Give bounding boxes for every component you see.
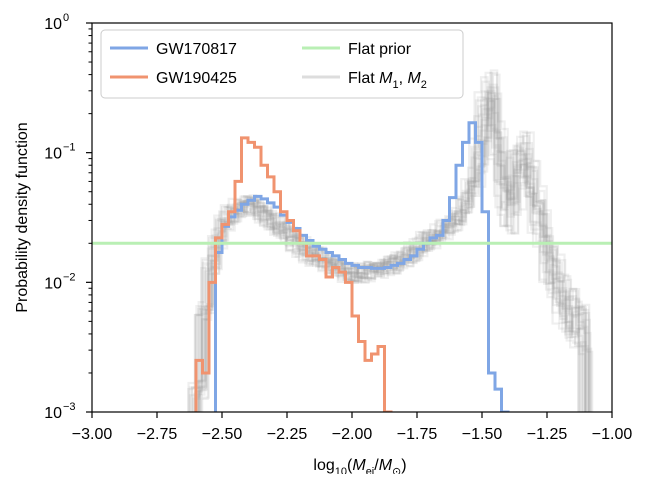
legend-label-gw190425: GW190425 — [156, 70, 237, 87]
band-line — [200, 97, 593, 412]
x-tick-label: −1.00 — [592, 426, 633, 443]
band-line — [194, 89, 587, 412]
band-line — [192, 71, 585, 412]
x-tick-label: −2.00 — [332, 426, 373, 443]
x-tick-label: −3.00 — [72, 426, 113, 443]
series-layer — [92, 121, 612, 412]
legend-label-flat-m1-m2: Flat M1, M2 — [348, 70, 427, 91]
band-line — [198, 97, 591, 412]
x-axis-label: log10(Mej/M⊙) — [313, 457, 406, 474]
band-line — [193, 86, 587, 412]
x-tick-label: −1.50 — [462, 426, 503, 443]
legend-label-gw170817: GW170817 — [156, 41, 237, 58]
x-tick-label: −1.75 — [397, 426, 438, 443]
band-line — [196, 71, 590, 412]
x-tick-label: −2.25 — [267, 426, 308, 443]
y-tick-exponent: 0 — [63, 12, 69, 24]
band-line — [199, 73, 592, 412]
band-line — [190, 96, 583, 412]
y-tick-exponent: −2 — [63, 271, 76, 283]
band-line — [188, 80, 581, 412]
x-tick-label: −2.50 — [202, 426, 243, 443]
band-line — [201, 92, 594, 412]
y-tick-label: 10 — [44, 405, 62, 422]
band-line — [198, 86, 591, 412]
y-tick-label: 10 — [44, 275, 62, 292]
y-tick-label: 10 — [44, 16, 62, 33]
y-axis-label: Probability density function — [14, 122, 31, 312]
band-line — [196, 83, 589, 412]
legend-box — [100, 29, 464, 99]
x-tick-label: −2.75 — [137, 426, 178, 443]
legend: GW170817 GW190425 Flat prior Flat M1, M2 — [100, 29, 464, 99]
band-line — [194, 90, 587, 412]
band-line — [187, 76, 580, 412]
y-tick-label: 10 — [44, 146, 62, 163]
y-tick-exponent: −3 — [63, 401, 76, 413]
band-line — [194, 100, 587, 412]
band-line — [188, 108, 581, 412]
series-gw170817 — [214, 121, 510, 412]
legend-label-flat-prior: Flat prior — [348, 41, 412, 58]
y-tick-exponent: −1 — [63, 142, 76, 154]
series-gw190425 — [194, 136, 393, 412]
axes: −3.00 −2.75 −2.50 −2.25 −2.00 −1.75 −1.50 −1.25… — [14, 12, 633, 478]
band-line — [198, 90, 591, 412]
x-tick-label: −1.25 — [527, 426, 568, 443]
